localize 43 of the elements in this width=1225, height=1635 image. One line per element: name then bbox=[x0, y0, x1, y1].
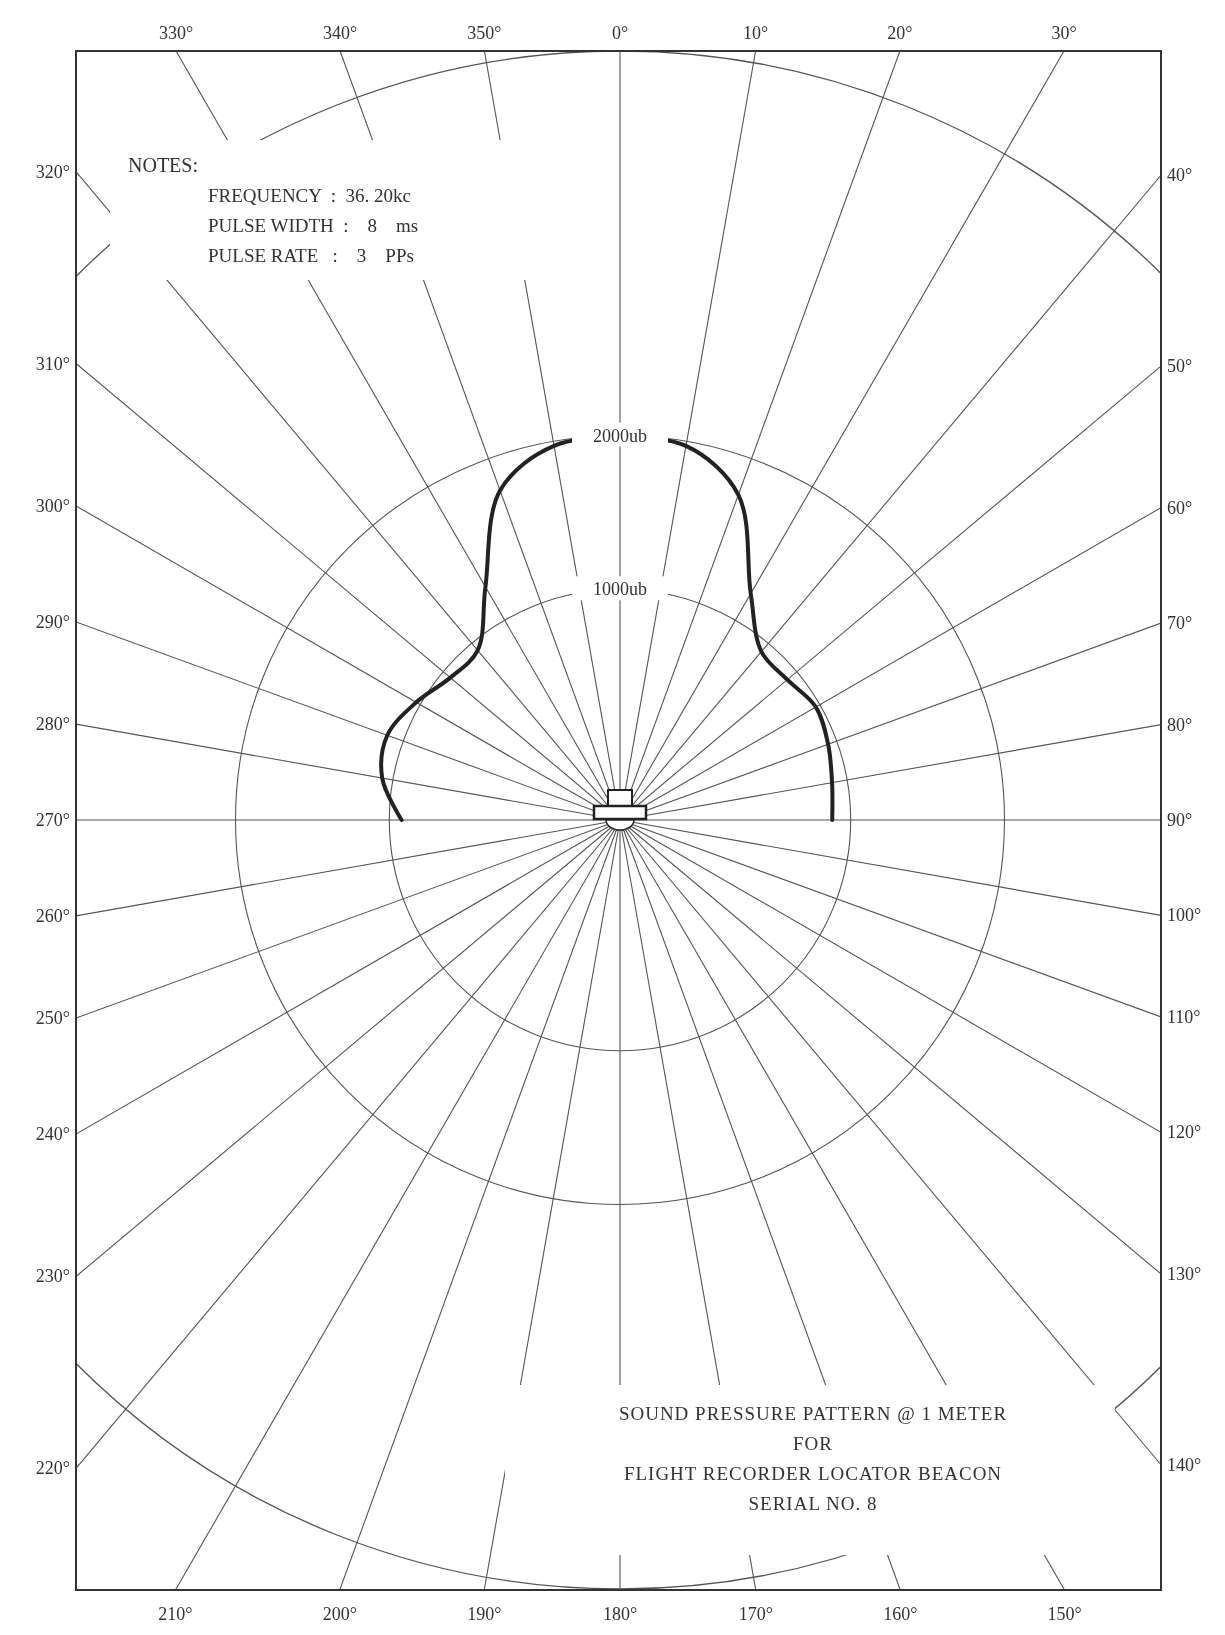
spoke-label: 120° bbox=[1167, 1122, 1202, 1143]
spoke-label: 250° bbox=[35, 1008, 70, 1028]
spoke-label: 40° bbox=[1167, 165, 1193, 186]
spoke-label: 300° bbox=[35, 495, 70, 516]
spoke-label: 240° bbox=[35, 1124, 70, 1145]
text: SOUND PRESSURE PATTERN @ 1 METER FOR FLIGHT RECORDER LOCATOR BEACON SERIAL NO. 8 bbox=[618, 1403, 1008, 1514]
spoke-label: 190° bbox=[467, 1604, 502, 1624]
spoke-label: 160° bbox=[883, 1604, 918, 1624]
y-tick-label: 1000ub bbox=[593, 579, 647, 600]
spoke-label: 260° bbox=[35, 905, 70, 926]
spoke-label: 290° bbox=[35, 612, 70, 632]
spoke-label: 90° bbox=[1167, 810, 1193, 830]
spoke-label: 330° bbox=[158, 23, 194, 43]
y-tick-label: 2000ub bbox=[593, 425, 647, 446]
spoke-label: 230° bbox=[35, 1266, 70, 1287]
text: FREQUENCY : 36. 20kc bbox=[208, 185, 412, 206]
spoke-label: 340° bbox=[323, 23, 358, 43]
spoke-label: 270° bbox=[35, 810, 70, 830]
spoke-label: 310° bbox=[35, 353, 70, 374]
spoke-label: 20° bbox=[887, 23, 913, 43]
spoke-label: 200° bbox=[322, 1604, 357, 1624]
spoke-label: 50° bbox=[1167, 356, 1193, 377]
text: NOTES: bbox=[128, 154, 198, 176]
text: PULSE RATE : 3 PPs bbox=[208, 245, 414, 266]
spoke-label: 100° bbox=[1167, 905, 1202, 926]
spoke-label: 110° bbox=[1167, 1006, 1201, 1027]
spoke-label: 280° bbox=[35, 714, 70, 735]
spoke-label: 140° bbox=[1167, 1454, 1202, 1475]
spoke-label: 320° bbox=[35, 161, 70, 182]
spoke-label: 170° bbox=[738, 1604, 773, 1624]
spoke-label: 130° bbox=[1167, 1263, 1202, 1284]
spoke-label: 10° bbox=[742, 23, 769, 43]
spoke-label: 180° bbox=[602, 1604, 638, 1624]
text: PULSE WIDTH : 8 ms bbox=[208, 215, 419, 236]
spoke-label: 150° bbox=[1047, 1604, 1082, 1624]
spoke-label: 350° bbox=[467, 23, 502, 43]
spoke-label: 60° bbox=[1167, 497, 1193, 518]
spoke-label: 30° bbox=[1051, 23, 1077, 43]
spoke-label: 70° bbox=[1167, 613, 1193, 634]
spoke-label: 0° bbox=[611, 23, 629, 43]
spoke-label: 80° bbox=[1167, 714, 1193, 735]
spoke-label: 210° bbox=[158, 1604, 193, 1624]
spoke-label: 220° bbox=[35, 1458, 70, 1479]
